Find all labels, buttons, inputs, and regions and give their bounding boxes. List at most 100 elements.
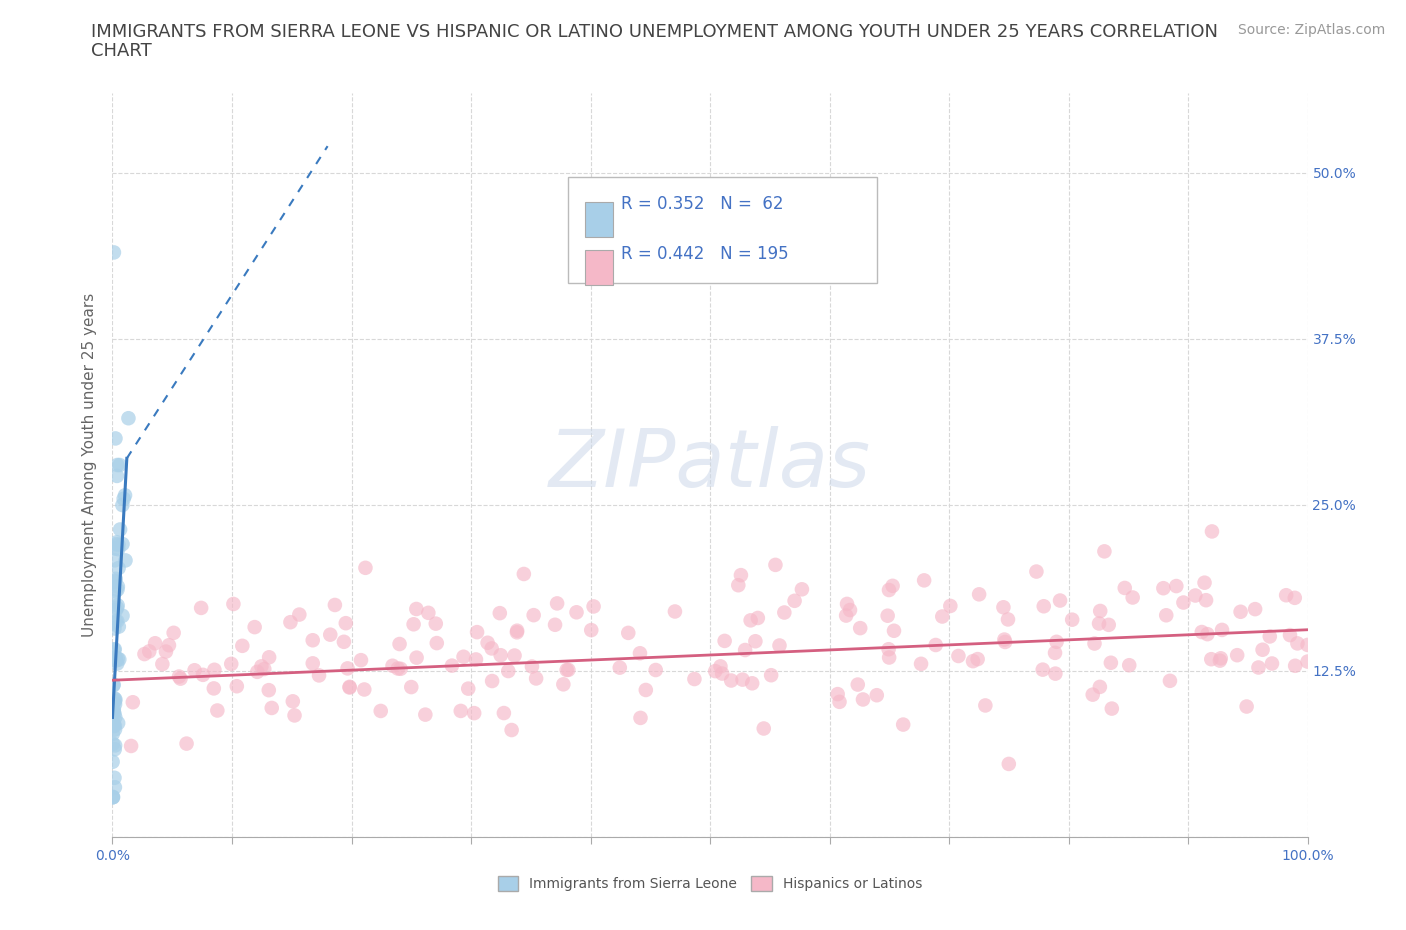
Point <box>101 616 124 631</box>
Point <box>103 717 125 732</box>
Point <box>246 664 269 679</box>
Point <box>582 599 605 614</box>
Point <box>281 694 304 709</box>
Point <box>1088 680 1111 695</box>
Point <box>994 634 1017 649</box>
Point <box>103 621 125 636</box>
Point <box>105 653 128 668</box>
Point <box>1275 588 1298 603</box>
Point <box>204 662 226 677</box>
Point <box>389 661 412 676</box>
Point <box>176 737 198 751</box>
Point <box>773 605 796 620</box>
Point <box>1229 604 1251 619</box>
Point <box>191 668 214 683</box>
Point <box>336 661 359 676</box>
Point <box>962 654 984 669</box>
Point <box>1226 647 1249 662</box>
Point <box>426 635 449 650</box>
Point <box>333 634 356 649</box>
Point <box>219 657 242 671</box>
Point <box>453 649 475 664</box>
Point <box>1118 658 1140 672</box>
Point <box>1032 599 1054 614</box>
Point <box>104 584 127 599</box>
Point <box>107 579 129 594</box>
Point <box>104 650 127 665</box>
Point <box>1081 687 1104 702</box>
Point <box>231 638 253 653</box>
Point <box>253 661 276 676</box>
Point <box>101 726 124 741</box>
Point <box>104 642 127 657</box>
Point <box>731 672 754 687</box>
Point <box>1209 651 1232 666</box>
Point <box>114 488 136 503</box>
Point <box>104 742 127 757</box>
Point <box>1251 643 1274 658</box>
Point <box>388 637 411 652</box>
Point <box>104 603 127 618</box>
Point <box>998 756 1021 771</box>
Point <box>105 614 128 629</box>
Point <box>709 659 731 674</box>
Point <box>974 698 997 713</box>
Point <box>108 458 131 472</box>
Point <box>544 618 567 632</box>
Point <box>283 708 305 723</box>
Point <box>1197 627 1219 642</box>
Point <box>477 635 499 650</box>
Point <box>103 706 125 721</box>
Point <box>997 612 1019 627</box>
Point <box>1098 618 1121 632</box>
Point <box>450 703 472 718</box>
Point <box>107 715 129 730</box>
Point <box>104 722 127 737</box>
Point <box>354 561 377 576</box>
Point <box>202 681 225 696</box>
Point <box>557 662 579 677</box>
Point <box>117 411 139 426</box>
Point <box>103 691 125 706</box>
Point <box>105 458 128 472</box>
Point <box>488 605 510 620</box>
Point <box>143 636 166 651</box>
Point <box>489 648 512 663</box>
Point <box>108 652 131 667</box>
Point <box>103 677 125 692</box>
Point <box>553 677 575 692</box>
Point <box>415 707 437 722</box>
Point <box>876 608 898 623</box>
Point <box>506 625 529 640</box>
Point <box>492 706 515 721</box>
Point <box>108 619 131 634</box>
Point <box>503 648 526 663</box>
Point <box>104 697 127 711</box>
Point <box>967 587 990 602</box>
Point <box>852 692 875 707</box>
Point <box>741 676 763 691</box>
Point <box>183 663 205 678</box>
Text: Source: ZipAtlas.com: Source: ZipAtlas.com <box>1237 23 1385 37</box>
Point <box>1191 625 1213 640</box>
Point <box>1083 636 1105 651</box>
Point <box>993 600 1015 615</box>
Point <box>506 623 529 638</box>
Point <box>720 673 742 688</box>
Text: R = 0.352   N =  62: R = 0.352 N = 62 <box>621 195 785 213</box>
Point <box>104 780 127 795</box>
Point <box>524 671 547 686</box>
Point <box>335 616 357 631</box>
Point <box>730 567 752 582</box>
Text: CHART: CHART <box>91 42 152 60</box>
Point <box>107 561 129 576</box>
Point <box>759 668 782 683</box>
Point <box>1049 593 1071 608</box>
Point <box>465 625 488 640</box>
Point <box>630 711 652 725</box>
Point <box>565 604 588 619</box>
Point <box>1211 622 1233 637</box>
Point <box>581 623 603 638</box>
Point <box>835 608 858 623</box>
Point <box>948 648 970 663</box>
